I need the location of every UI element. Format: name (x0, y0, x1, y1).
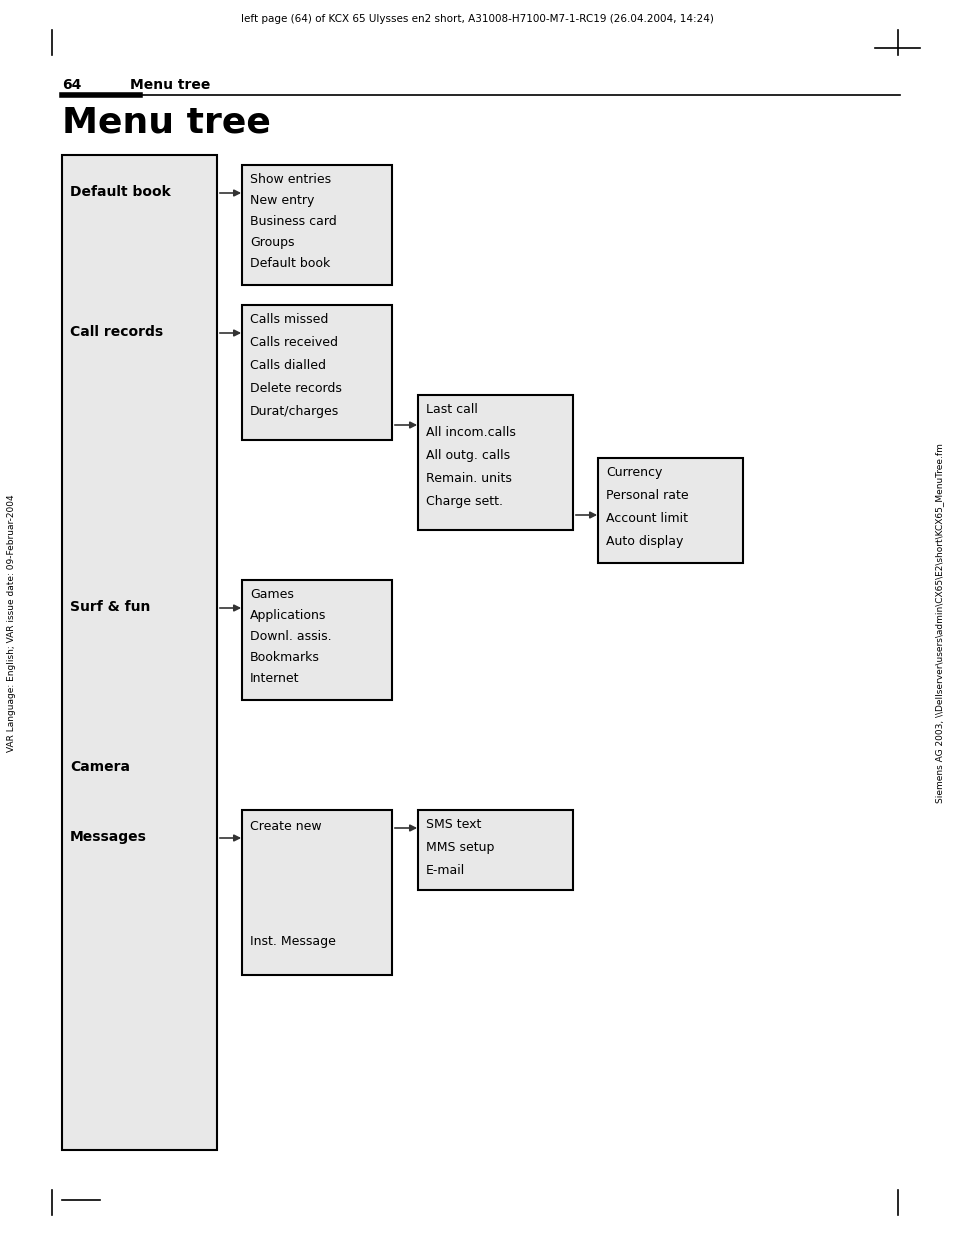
Bar (242, 810, 392, 976)
Text: Calls dialled: Calls dialled (250, 359, 326, 373)
Text: Delete records: Delete records (250, 383, 341, 395)
Text: Call records: Call records (70, 325, 163, 339)
Text: VAR Language: English; VAR issue date: 09-Februar-2004: VAR Language: English; VAR issue date: 0… (8, 495, 16, 751)
Text: Calls received: Calls received (250, 336, 337, 349)
Text: Internet: Internet (250, 672, 299, 685)
Text: SMS text: SMS text (426, 819, 481, 831)
Text: Inst. Message: Inst. Message (250, 934, 335, 948)
Text: Menu tree: Menu tree (62, 105, 271, 140)
Bar (598, 459, 742, 563)
Text: Default book: Default book (70, 184, 171, 199)
Text: Camera: Camera (70, 760, 130, 774)
Bar (62, 155, 216, 1150)
Bar (242, 164, 392, 285)
Text: Show entries: Show entries (250, 173, 331, 186)
Text: Default book: Default book (250, 257, 330, 270)
Text: Charge sett.: Charge sett. (426, 495, 502, 508)
Text: Durat/charges: Durat/charges (250, 405, 339, 417)
Text: Siemens AG 2003, \\Dellserver\users\admin\CX65\E2\short\KCX65_MenuTree.fm: Siemens AG 2003, \\Dellserver\users\admi… (935, 444, 943, 802)
Text: Personal rate: Personal rate (605, 488, 688, 502)
Text: Business card: Business card (250, 216, 336, 228)
Text: All incom.calls: All incom.calls (426, 426, 516, 439)
Bar (417, 810, 573, 890)
Text: Currency: Currency (605, 466, 661, 478)
Text: Bookmarks: Bookmarks (250, 650, 319, 664)
Text: Remain. units: Remain. units (426, 472, 512, 485)
Bar (242, 305, 392, 440)
Text: left page (64) of KCX 65 Ulysses en2 short, A31008-H7100-M7-1-RC19 (26.04.2004, : left page (64) of KCX 65 Ulysses en2 sho… (240, 14, 713, 24)
Text: Auto display: Auto display (605, 535, 682, 548)
Text: All outg. calls: All outg. calls (426, 449, 510, 462)
Text: Menu tree: Menu tree (130, 78, 211, 92)
Text: Create new: Create new (250, 820, 321, 834)
Bar (242, 579, 392, 700)
Text: Account limit: Account limit (605, 512, 687, 525)
Text: E-mail: E-mail (426, 863, 465, 877)
Text: Surf & fun: Surf & fun (70, 601, 151, 614)
Bar (417, 395, 573, 530)
Text: Last call: Last call (426, 402, 477, 416)
Text: Games: Games (250, 588, 294, 601)
Text: Calls missed: Calls missed (250, 313, 328, 326)
Text: Applications: Applications (250, 609, 326, 622)
Text: Messages: Messages (70, 830, 147, 844)
Text: 64: 64 (62, 78, 81, 92)
Text: Groups: Groups (250, 235, 294, 249)
Text: New entry: New entry (250, 194, 314, 207)
Text: Downl. assis.: Downl. assis. (250, 630, 332, 643)
Text: MMS setup: MMS setup (426, 841, 494, 854)
